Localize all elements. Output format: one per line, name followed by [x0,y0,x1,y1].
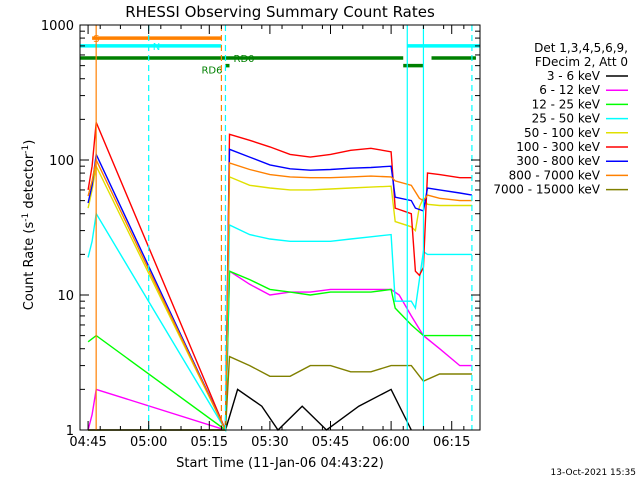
x-tick-label: 04:45 [69,435,106,450]
series-line-800-7000-kev [87,157,472,431]
y-tick-label: 100 [49,154,74,169]
series-line-7000-15000-kev [88,355,472,431]
overlay-label-rd0: RD0 [234,54,255,65]
y-axis-label: Count Rate (s-1 detector-1) [21,140,37,311]
legend-label-7000-15000-kev: 7000 - 15000 keV [493,183,600,197]
x-tick-label: 06:00 [372,435,409,450]
x-axis-label: Start Time (11-Jan-06 04:43:22) [176,456,384,471]
x-axis: 04:45 05:00 05:15 05:30 05:45 06:00 06:15 [69,25,470,450]
y-axis: 1 10 100 1000 [41,19,480,439]
x-tick-label: 05:00 [130,435,167,450]
series-line-12-25-kev [87,270,472,432]
x-tick-label: 05:15 [191,435,228,450]
generation-timestamp: 13-Oct-2021 15:35 [551,468,636,478]
markers-layer [95,25,473,430]
x-tick-label: 05:30 [251,435,288,450]
series-line-100-300-kev [87,122,472,431]
plot-frame [79,24,481,431]
y-tick-label: 10 [57,289,74,304]
series-layer [87,122,473,433]
legend-label-800-7000-kev: 800 - 7000 keV [509,168,601,182]
legend-label-3-6-kev: 3 - 6 keV [547,69,601,83]
overlay-label-rd6: RD6 [201,66,222,77]
overlay-label-n: N [153,42,160,53]
series-line-6-12-kev [87,269,472,431]
x-tick-label: 06:15 [433,435,470,450]
y-tick-label: 1 [66,424,74,439]
overlay-layer: SNRD0RD6 [80,34,480,77]
legend-label-25-50-kev: 25 - 50 keV [532,112,601,126]
x-tick-label: 05:45 [312,435,349,450]
legend-label-50-100-kev: 50 - 100 keV [524,126,601,140]
y-tick-label: 1000 [41,19,74,34]
legend-label-12-25-kev: 12 - 25 keV [532,97,601,111]
legend-label-300-800-kev: 300 - 800 keV [516,154,600,168]
legend: Det 1,3,4,5,6,9, FDecim 2, Att 0 3 - 6 k… [493,41,628,197]
legend-label-6-12-kev: 6 - 12 keV [539,83,601,97]
legend-label-100-300-kev: 100 - 300 keV [516,140,600,154]
chart-title: RHESSI Observing Summary Count Rates [125,3,435,21]
series-line-3-6-kev [88,388,412,432]
legend-header-line-2: FDecim 2, Att 0 [535,55,628,69]
legend-header-line-1: Det 1,3,4,5,6,9, [534,41,628,55]
